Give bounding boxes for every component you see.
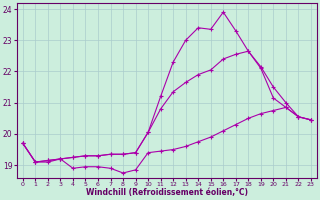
X-axis label: Windchill (Refroidissement éolien,°C): Windchill (Refroidissement éolien,°C) (86, 188, 248, 197)
